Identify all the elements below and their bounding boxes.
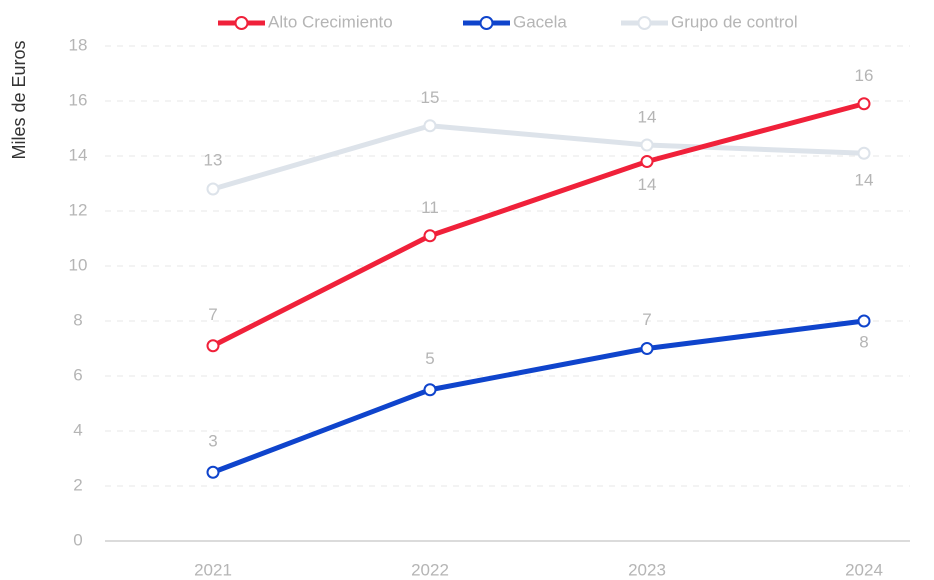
series-line: [211, 101, 865, 348]
data-label: 7: [208, 305, 217, 324]
y-axis-title: Miles de Euros: [9, 40, 29, 159]
legend-marker: [637, 16, 652, 30]
y-tick-label: 18: [69, 35, 88, 54]
data-point: [206, 465, 220, 479]
y-tick-label: 14: [69, 145, 88, 164]
data-point: [640, 138, 654, 152]
data-label: 15: [421, 88, 440, 107]
y-tick-label: 16: [69, 90, 88, 109]
legend-marker: [479, 16, 494, 30]
y-tick-label: 10: [69, 255, 88, 274]
data-label: 14: [638, 107, 657, 126]
data-label: 14: [638, 175, 657, 194]
data-label: 14: [855, 171, 874, 190]
data-point: [206, 339, 220, 353]
legend-label: Alto Crecimiento: [268, 12, 393, 31]
legend-marker: [234, 16, 249, 30]
y-tick-label: 6: [73, 365, 82, 384]
x-tick-label: 2021: [194, 560, 232, 579]
data-point: [640, 342, 654, 355]
legend-label: Grupo de control: [671, 12, 798, 31]
data-point: [423, 119, 437, 133]
series-line: [212, 318, 865, 475]
data-point: [640, 155, 654, 168]
legend-label: Gacela: [513, 12, 567, 31]
series-line: [212, 123, 865, 192]
data-point: [206, 182, 220, 196]
data-label: 5: [425, 349, 434, 368]
x-tick-label: 2022: [411, 560, 449, 579]
y-tick-label: 12: [69, 200, 88, 219]
data-label: 13: [204, 150, 223, 169]
data-label: 16: [855, 66, 874, 85]
data-point: [423, 383, 437, 397]
x-tick-label: 2023: [628, 560, 666, 579]
data-point: [423, 229, 437, 243]
data-label: 7: [642, 310, 651, 329]
data-point: [857, 146, 871, 160]
data-point: [857, 314, 871, 328]
x-tick-label: 2024: [845, 560, 883, 579]
data-label: 11: [421, 198, 439, 217]
y-tick-label: 2: [73, 475, 82, 494]
y-tick-label: 4: [73, 420, 82, 439]
y-tick-label: 0: [73, 530, 82, 549]
data-point: [857, 97, 871, 111]
data-label: 8: [859, 332, 868, 351]
y-tick-label: 8: [73, 310, 82, 329]
data-label: 3: [208, 432, 217, 451]
